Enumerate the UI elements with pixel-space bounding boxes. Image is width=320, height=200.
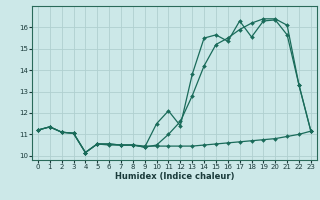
- X-axis label: Humidex (Indice chaleur): Humidex (Indice chaleur): [115, 172, 234, 181]
